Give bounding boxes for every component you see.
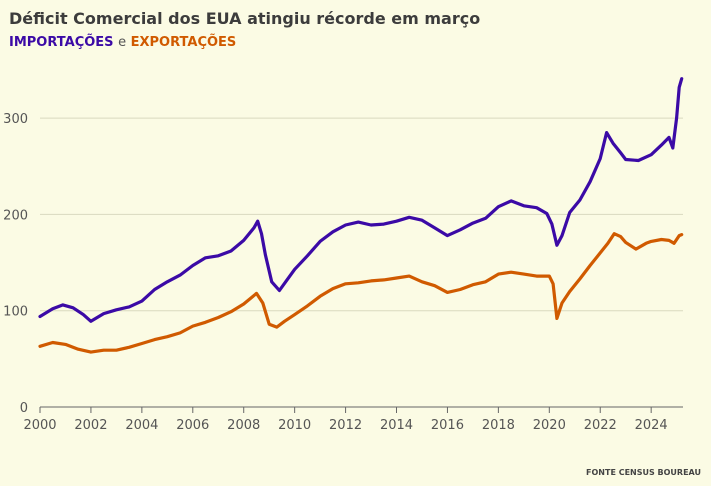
source-note: FONTE CENSUS BOUREAU xyxy=(586,468,701,477)
x-tick-label: 2024 xyxy=(635,418,668,433)
x-tick-label: 2000 xyxy=(23,418,56,433)
x-tick-label: 2018 xyxy=(482,418,515,433)
x-tick-label: 2010 xyxy=(278,418,311,433)
legend-connector: e xyxy=(118,35,127,50)
gridlines xyxy=(40,117,683,312)
x-tick-label: 2020 xyxy=(533,418,566,433)
chart-subtitle: IMPORTAÇÕES e EXPORTAÇÕES xyxy=(9,35,236,50)
x-tick-label: 2014 xyxy=(380,418,413,433)
y-tick-label: 200 xyxy=(3,208,28,223)
exports-series-line xyxy=(38,232,684,354)
imports-series-line xyxy=(38,77,684,323)
chart-title: Déficit Comercial dos EUA atingiu récord… xyxy=(9,9,481,28)
y-tick-label: 100 xyxy=(3,305,28,320)
x-tick-label: 2016 xyxy=(431,418,464,433)
series-lines xyxy=(38,77,684,354)
x-tick-label: 2008 xyxy=(227,418,260,433)
y-tick-label: 300 xyxy=(3,112,28,127)
legend-imports: IMPORTAÇÕES xyxy=(9,35,114,50)
x-tick-label: 2004 xyxy=(125,418,158,433)
y-tick-label: 0 xyxy=(20,401,28,416)
x-tick-label: 2002 xyxy=(74,418,107,433)
x-tick-label: 2006 xyxy=(176,418,209,433)
axes: 0 100 200 300 2000 2002 2004 2006 2008 2010 2012 20… xyxy=(3,112,683,433)
legend-exports: EXPORTAÇÕES xyxy=(130,35,237,50)
x-tick-label: 2022 xyxy=(584,418,617,433)
x-tick-label: 2012 xyxy=(329,418,362,433)
